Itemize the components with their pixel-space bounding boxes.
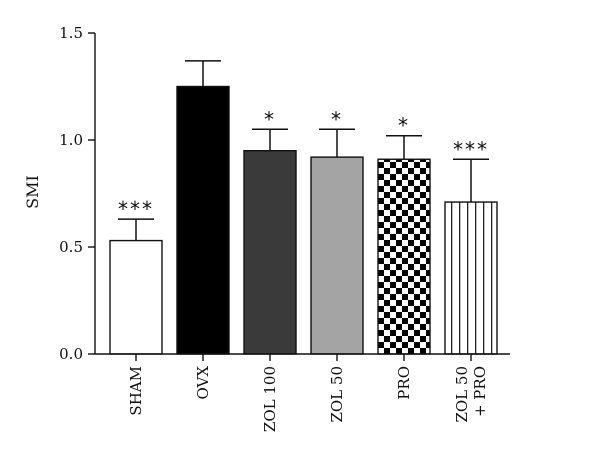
x-tick-label: ZOL 50 bbox=[328, 366, 346, 423]
bar-group: * bbox=[310, 107, 364, 355]
bar-group: *** bbox=[109, 197, 163, 355]
bar bbox=[243, 149, 297, 355]
y-axis-title: SMI bbox=[23, 175, 42, 209]
bar bbox=[176, 85, 230, 355]
bar-group: * bbox=[377, 114, 431, 355]
significance-label: * bbox=[331, 107, 343, 131]
bar bbox=[310, 156, 364, 355]
y-tick-label: 0.5 bbox=[59, 238, 83, 256]
y-tick-label: 1.0 bbox=[59, 131, 83, 149]
y-tick-label: 0.0 bbox=[59, 345, 83, 363]
bar bbox=[444, 201, 498, 355]
x-tick-label: ZOL 100 bbox=[261, 366, 279, 432]
bar-group: *** bbox=[444, 137, 498, 355]
bar bbox=[377, 158, 431, 355]
bars: **** * **** bbox=[109, 60, 498, 355]
x-tick-label: PRO bbox=[395, 366, 413, 400]
y-tick-label: 1.5 bbox=[59, 24, 83, 42]
x-tick-label: + PRO bbox=[471, 366, 489, 417]
bar-group bbox=[176, 60, 230, 355]
significance-label: *** bbox=[118, 197, 154, 221]
x-axis: SHAM OVX ZOL 100 ZOL 50 PRO ZOL 50 + PRO bbox=[95, 353, 510, 432]
x-tick-label: SHAM bbox=[127, 366, 145, 416]
x-tick-label: OVX bbox=[194, 366, 212, 400]
significance-label: * bbox=[264, 107, 276, 131]
bar-group: * bbox=[243, 107, 297, 355]
y-axis: 0.0 0.5 1.0 1.5 bbox=[59, 24, 96, 363]
x-tick-label: ZOL 50 bbox=[453, 366, 471, 423]
significance-label: * bbox=[398, 114, 410, 138]
significance-label: *** bbox=[453, 137, 489, 161]
bar bbox=[109, 239, 163, 355]
